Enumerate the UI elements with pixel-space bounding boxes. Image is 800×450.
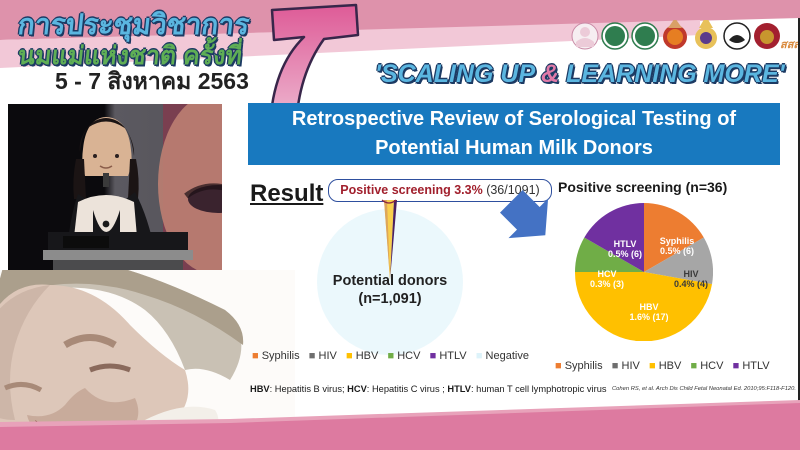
svg-text:HCV: HCV [597, 269, 616, 279]
svg-text:HIV: HIV [683, 269, 698, 279]
svg-text:HTLV: HTLV [614, 239, 637, 249]
svg-text:Syphilis: Syphilis [660, 236, 695, 246]
svg-text:1.6% (17): 1.6% (17) [629, 312, 668, 322]
svg-text:0.5% (6): 0.5% (6) [660, 246, 694, 256]
svg-text:0.5% (6): 0.5% (6) [608, 249, 642, 259]
svg-text:0.4% (4): 0.4% (4) [674, 279, 708, 289]
svg-text:0.3% (3): 0.3% (3) [590, 279, 624, 289]
svg-text:สสส: สสส [780, 39, 798, 51]
svg-text:HBV: HBV [639, 302, 658, 312]
